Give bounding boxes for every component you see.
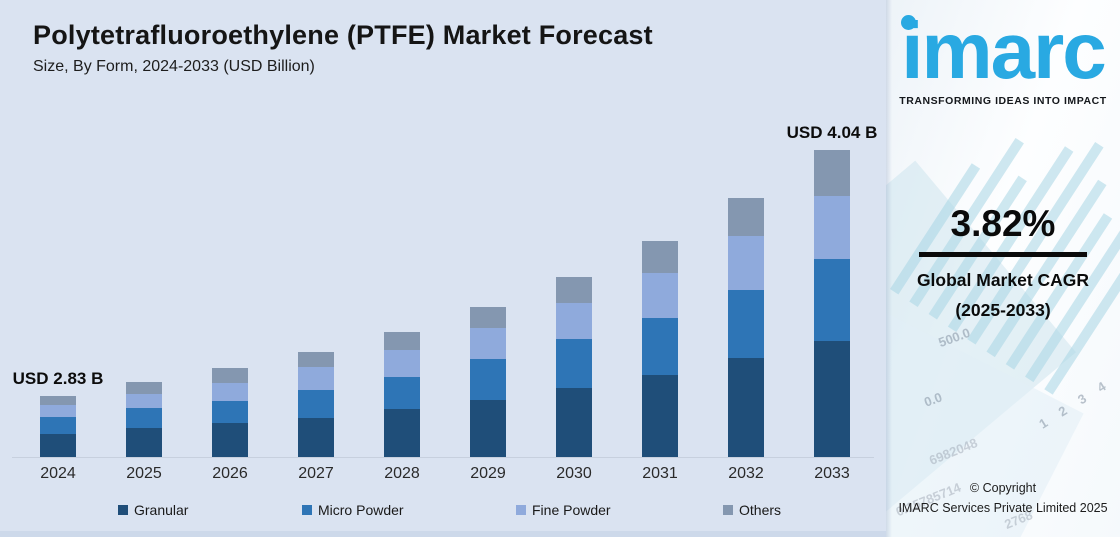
bar-2031 [642,241,678,457]
legend-swatch-micro-powder [302,505,312,515]
bar-2028-others-segment [384,332,420,350]
legend-item-granular: Granular [118,502,188,518]
bar-2033-micro-powder-segment [814,259,850,341]
copyright-notice: © Copyright IMARC Services Private Limit… [886,479,1120,518]
bar-2025-granular-segment [126,428,162,457]
x-axis-label-2032: 2032 [728,465,764,482]
bar-2028-micro-powder-segment [384,377,420,409]
bar-2026 [212,368,248,457]
bar-2029-granular-segment [470,400,506,457]
imarc-logo: imarc TRANSFORMING IDEAS INTO IMPACT [886,6,1120,108]
bar-2031-fine-powder-segment [642,273,678,318]
legend-item-micro-powder: Micro Powder [302,502,404,518]
watermark-number: 6982048 [927,435,980,468]
bar-2030-granular-segment [556,388,592,457]
bar-2025-micro-powder-segment [126,408,162,428]
cagr-callout: 3.82% Global Market CAGR (2025-2033) [886,203,1120,326]
bar-2032 [728,198,764,457]
bar-2026-others-segment [212,368,248,383]
bar-2027 [298,352,334,457]
bar-2032-others-segment [728,198,764,236]
cagr-value: 3.82% [950,203,1056,244]
bar-2027-granular-segment [298,418,334,457]
imarc-wordmark: imarc [901,6,1106,95]
bar-2024-granular-segment [40,434,76,457]
bar-2028-granular-segment [384,409,420,457]
bar-2028-fine-powder-segment [384,350,420,377]
bar-2031-micro-powder-segment [642,318,678,375]
data-label-2033: USD 4.04 B [786,123,878,142]
legend-label: Fine Powder [532,502,611,518]
x-axis-line [12,457,874,458]
x-axis-label-2027: 2027 [298,465,334,482]
cagr-period: (2025-2033) [955,299,1051,320]
bar-2029 [470,307,506,457]
bar-2033-fine-powder-segment [814,196,850,259]
bar-2031-others-segment [642,241,678,273]
bar-2026-granular-segment [212,423,248,457]
bar-2029-fine-powder-segment [470,328,506,359]
bar-2030-fine-powder-segment [556,303,592,339]
bar-2030 [556,277,592,457]
bar-2024-others-segment [40,396,76,405]
legend-item-fine-powder: Fine Powder [516,502,611,518]
bar-2030-others-segment [556,277,592,303]
imarc-tagline: TRANSFORMING IDEAS INTO IMPACT [899,95,1107,108]
bar-2032-fine-powder-segment [728,236,764,290]
bar-2027-fine-powder-segment [298,367,334,390]
legend-swatch-granular [118,505,128,515]
bar-2033 [814,150,850,457]
bar-2024-fine-powder-segment [40,405,76,417]
bottom-band-decoration [0,531,886,537]
legend-item-others: Others [723,502,781,518]
imarc-logo-dot-icon [901,15,917,30]
bar-2027-micro-powder-segment [298,390,334,418]
legend-label: Others [739,502,782,518]
bar-2025-fine-powder-segment [126,394,162,408]
x-axis-label-2033: 2033 [814,465,850,482]
bar-2026-micro-powder-segment [212,401,248,423]
bar-2032-micro-powder-segment [728,290,764,358]
bar-2024 [40,396,76,457]
chart-subtitle: Size, By Form, 2024-2033 (USD Billion) [33,58,315,75]
data-label-2024: USD 2.83 B [12,369,104,388]
x-axis-label-2028: 2028 [384,465,420,482]
copyright-line2: IMARC Services Private Limited 2025 [898,500,1108,515]
x-axis-label-2031: 2031 [642,465,678,482]
bar-2024-micro-powder-segment [40,417,76,434]
bar-2031-granular-segment [642,375,678,457]
bar-2025 [126,382,162,457]
chart-title: Polytetrafluoroethylene (PTFE) Market Fo… [33,20,653,50]
bar-2033-others-segment [814,150,850,196]
bar-2032-granular-segment [728,358,764,457]
x-axis-label-2024: 2024 [40,465,76,482]
cagr-label: Global Market CAGR [916,270,1090,290]
bar-2027-others-segment [298,352,334,367]
chart-panel: Polytetrafluoroethylene (PTFE) Market Fo… [0,0,886,537]
x-axis-label-2025: 2025 [126,465,162,482]
bar-2026-fine-powder-segment [212,383,248,401]
stacked-bar-chart: 2024 2025 2026 2027 2028 2029 2030 2031 2032 2033… [12,123,878,518]
bar-2033-granular-segment [814,341,850,457]
watermark-number: 0.0 [921,389,945,410]
bar-2029-micro-powder-segment [470,359,506,400]
bar-2028 [384,332,420,457]
legend-label: Granular [134,502,189,518]
bar-2025-others-segment [126,382,162,394]
x-axis-label-2029: 2029 [470,465,506,482]
watermark-number: 500.0 [936,324,973,351]
brand-panel: 500.0 0.0 1 2 3 4 6982048 0.15785714 276… [886,0,1120,537]
watermark-number: 1 2 3 4 [1036,375,1114,432]
legend-label: Micro Powder [318,502,404,518]
bar-2029-others-segment [470,307,506,328]
x-axis-label-2026: 2026 [212,465,248,482]
cagr-underline [919,252,1087,257]
bar-2030-micro-powder-segment [556,339,592,388]
legend-swatch-fine-powder [516,505,526,515]
copyright-line1: © Copyright [969,481,1037,496]
legend-swatch-others [723,505,733,515]
x-axis-label-2030: 2030 [556,465,592,482]
